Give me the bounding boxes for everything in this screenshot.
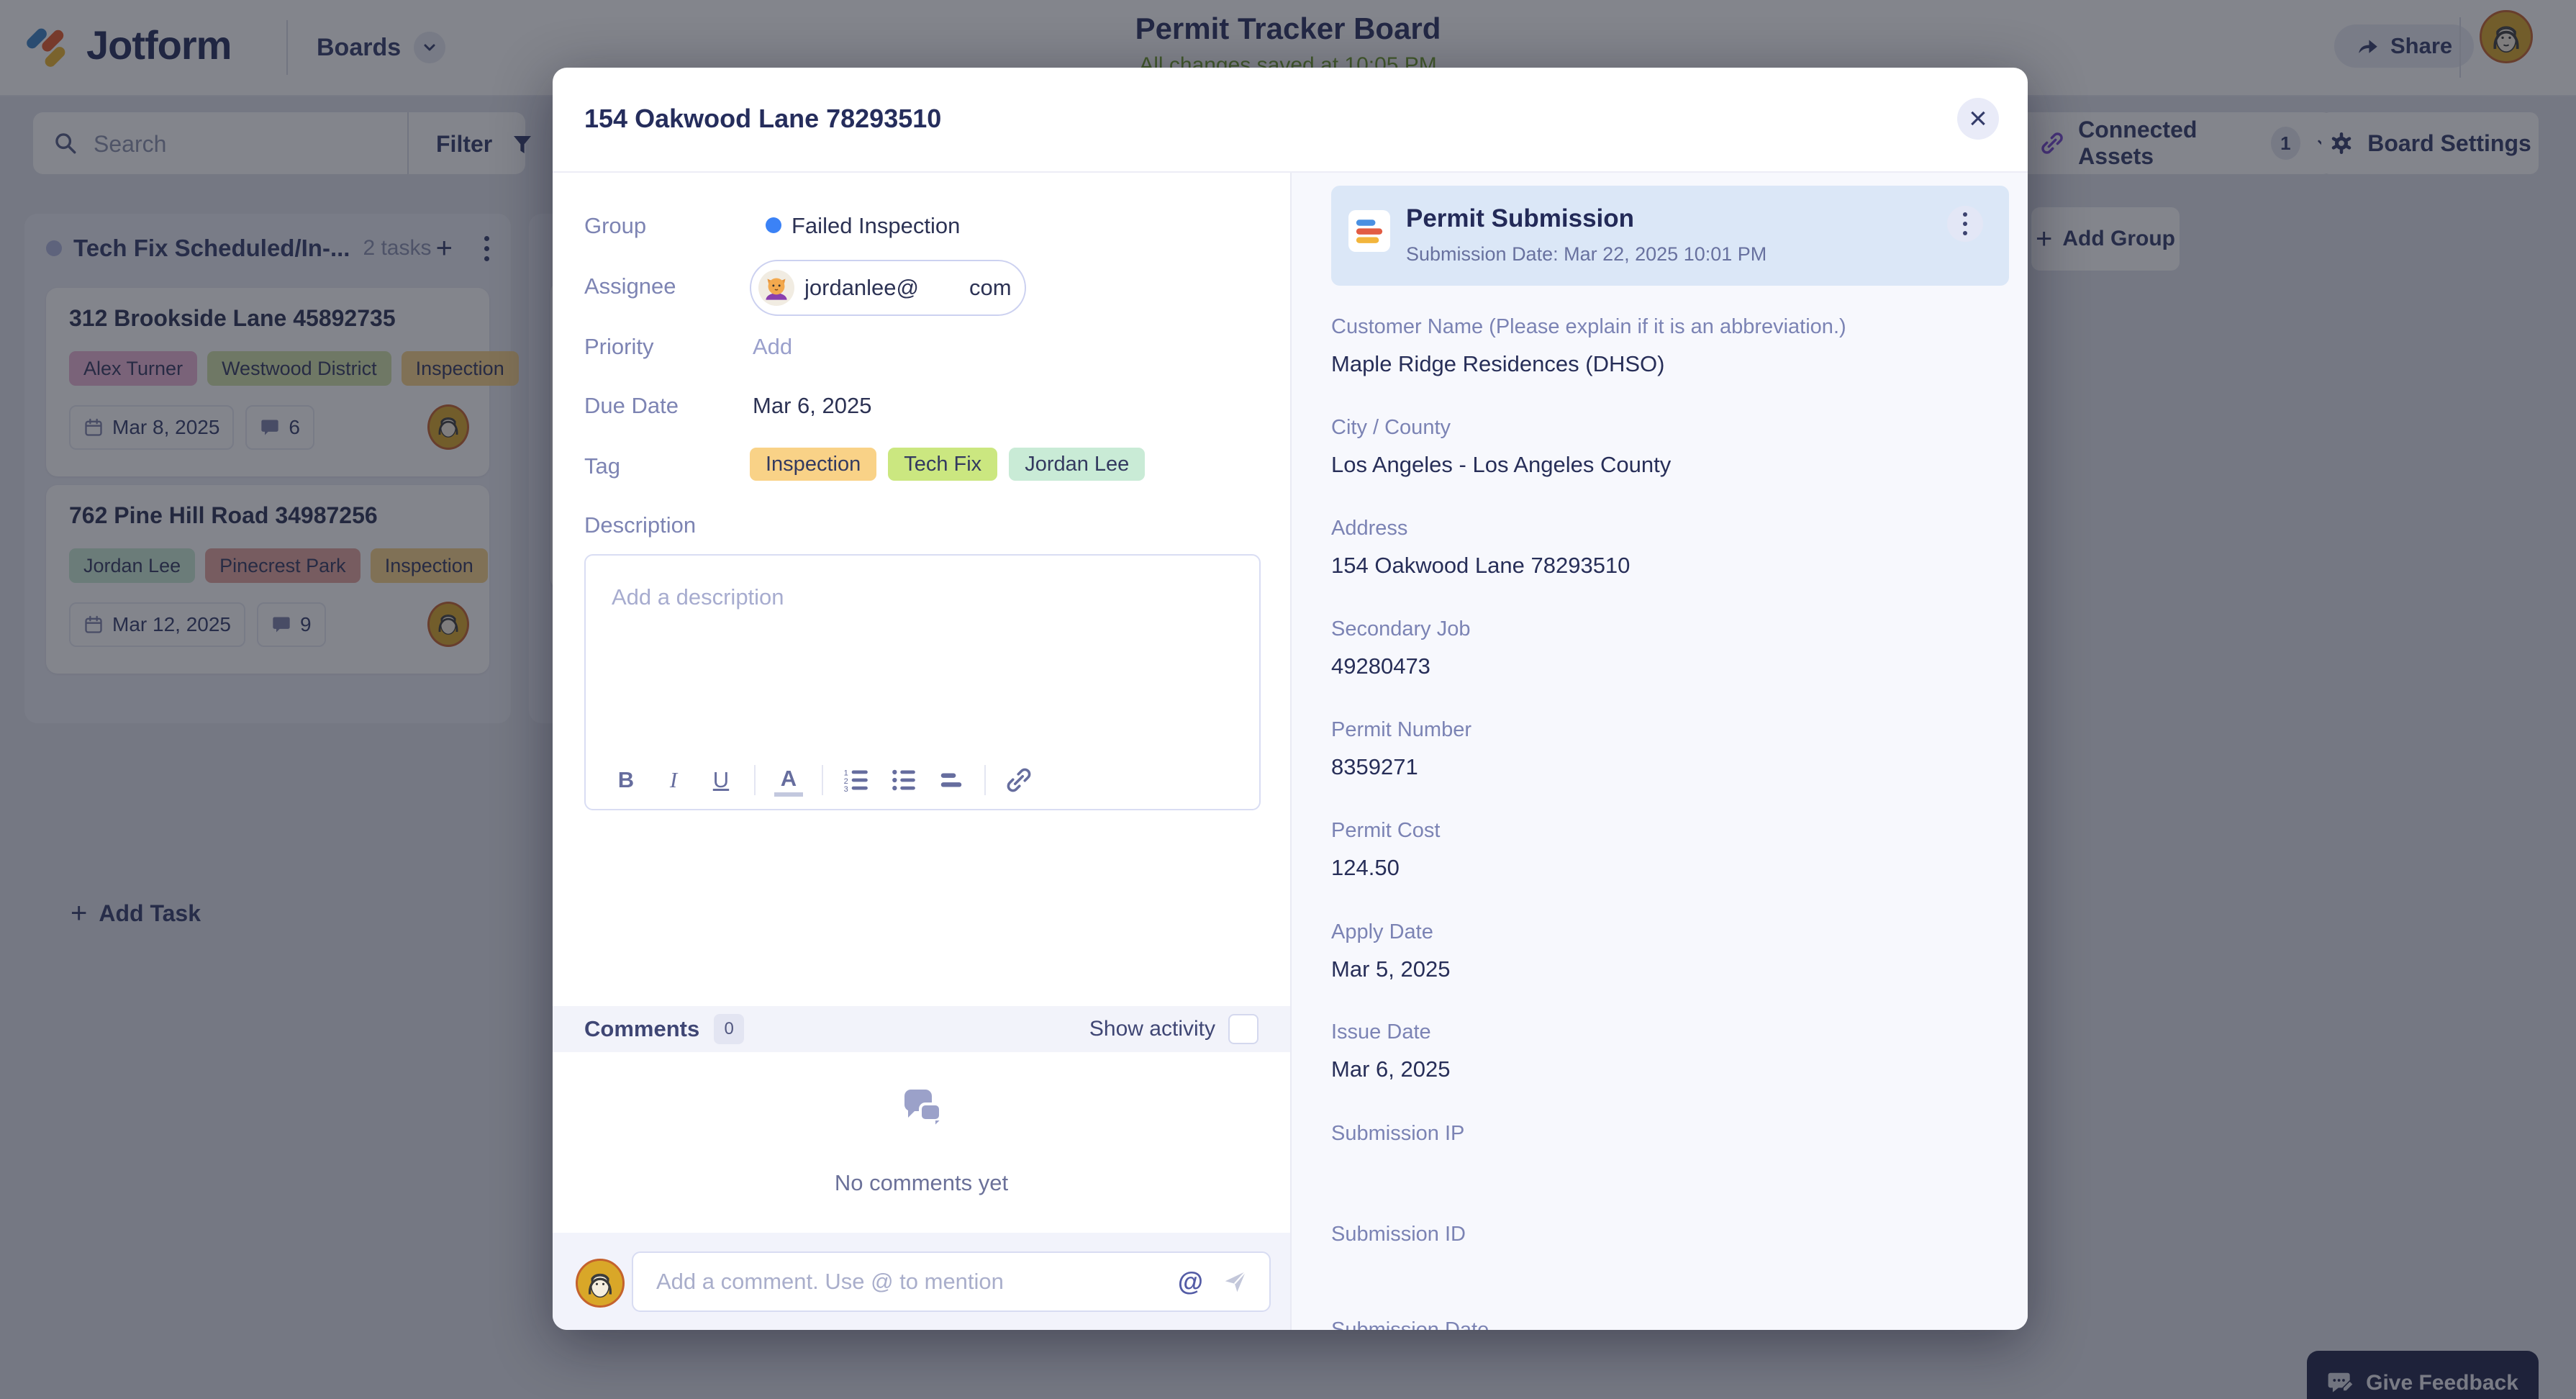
bullet-list-button[interactable]	[889, 766, 918, 794]
bold-button[interactable]: B	[617, 767, 635, 792]
description-placeholder: Add a description	[612, 584, 784, 610]
svg-text:1: 1	[844, 769, 848, 778]
assignee-email-suffix: com	[969, 275, 1012, 300]
assignee-avatar-icon	[758, 270, 794, 306]
description-label: Description	[584, 512, 697, 538]
assignee-email-prefix: jordanlee@	[804, 275, 920, 300]
field-value: 124.50	[1331, 855, 1400, 880]
mention-icon[interactable]: @	[1177, 1267, 1203, 1296]
field-label: Apply Date	[1331, 920, 1433, 943]
insert-link-button[interactable]	[1004, 766, 1033, 794]
close-button[interactable]: ×	[1957, 98, 1999, 140]
comment-input-placeholder: Add a comment. Use @ to mention	[656, 1269, 1004, 1294]
field-value: Los Angeles - Los Angeles County	[1331, 452, 1672, 477]
task-properties-pane: Group Failed Inspection Assignee jordanl…	[553, 173, 1290, 1330]
modal-title: 154 Oakwood Lane 78293510	[584, 104, 942, 133]
field-label: Permit Cost	[1331, 819, 1441, 842]
tag[interactable]: Jordan Lee	[1009, 448, 1146, 481]
field-label-clipped: Submission Date	[1331, 1318, 1489, 1330]
field-label: Submission ID	[1331, 1223, 1466, 1246]
current-user-avatar	[576, 1259, 625, 1308]
field-value: Mar 5, 2025	[1331, 956, 1451, 982]
due-date-label: Due Date	[584, 393, 679, 418]
field-label: Submission IP	[1331, 1122, 1465, 1145]
text-color-button[interactable]: A	[774, 764, 803, 797]
group-color-dot	[766, 217, 781, 233]
svg-text:3: 3	[844, 785, 848, 794]
align-button[interactable]	[937, 766, 966, 794]
tag-label: Tag	[584, 453, 620, 479]
tag-list: Inspection Tech Fix Jordan Lee	[750, 448, 1146, 481]
kebab-icon	[1963, 212, 1967, 235]
field-label: Address	[1331, 517, 1408, 540]
italic-button[interactable]: I	[669, 767, 678, 792]
send-icon[interactable]	[1222, 1268, 1249, 1295]
permit-submission-pane: Permit Submission Submission Date: Mar 2…	[1290, 173, 2028, 1330]
comments-label: Comments	[584, 1016, 700, 1041]
toolbar-divider	[822, 765, 823, 795]
comments-header-bar: Comments 0 Show activity	[553, 1006, 1290, 1052]
no-comments-illustration	[553, 1085, 1290, 1135]
toolbar-divider	[754, 765, 756, 795]
svg-text:2: 2	[844, 777, 848, 786]
field-label: Issue Date	[1331, 1020, 1431, 1043]
close-icon: ×	[1969, 101, 1987, 136]
form-icon	[1348, 210, 1390, 252]
field-value: 8359271	[1331, 754, 1418, 779]
priority-label: Priority	[584, 334, 654, 359]
show-activity-checkbox[interactable]	[1228, 1014, 1258, 1044]
field-label: Permit Number	[1331, 718, 1471, 741]
priority-add-button[interactable]: Add	[753, 334, 793, 359]
permit-card-menu[interactable]	[1947, 206, 1983, 242]
assignee-label: Assignee	[584, 273, 676, 299]
permit-submission-title: Permit Submission	[1406, 204, 1635, 232]
comment-input[interactable]: Add a comment. Use @ to mention @	[632, 1251, 1271, 1312]
comment-footer: Add a comment. Use @ to mention @	[553, 1233, 1290, 1330]
modal-header-divider	[553, 171, 2028, 173]
field-label: Secondary Job	[1331, 617, 1471, 640]
chat-bubbles-icon	[904, 1090, 943, 1128]
field-value: 154 Oakwood Lane 78293510	[1331, 553, 1631, 578]
field-value: Mar 6, 2025	[1331, 1056, 1451, 1082]
tag[interactable]: Tech Fix	[888, 448, 998, 481]
toolbar-divider	[984, 765, 986, 795]
show-activity-label: Show activity	[1089, 1017, 1215, 1041]
field-value: Maple Ridge Residences (DHSO)	[1331, 351, 1665, 376]
no-comments-text: No comments yet	[834, 1170, 1009, 1195]
assignee-chip[interactable]: jordanlee@ com	[750, 260, 1026, 316]
group-value[interactable]: Failed Inspection	[792, 213, 961, 238]
comments-count-badge: 0	[714, 1014, 745, 1044]
submission-date-subtitle: Submission Date: Mar 22, 2025 10:01 PM	[1406, 243, 1767, 265]
due-date-value[interactable]: Mar 6, 2025	[753, 393, 872, 418]
task-detail-modal: 154 Oakwood Lane 78293510 × Group Failed…	[553, 68, 2028, 1330]
underline-button[interactable]: U	[712, 767, 730, 792]
field-label: City / County	[1331, 416, 1451, 439]
field-value: 49280473	[1331, 653, 1430, 679]
group-label: Group	[584, 213, 647, 238]
field-label: Customer Name (Please explain if it is a…	[1331, 315, 1846, 338]
permit-submission-card: Permit Submission Submission Date: Mar 2…	[1331, 186, 2009, 286]
tag[interactable]: Inspection	[750, 448, 877, 481]
